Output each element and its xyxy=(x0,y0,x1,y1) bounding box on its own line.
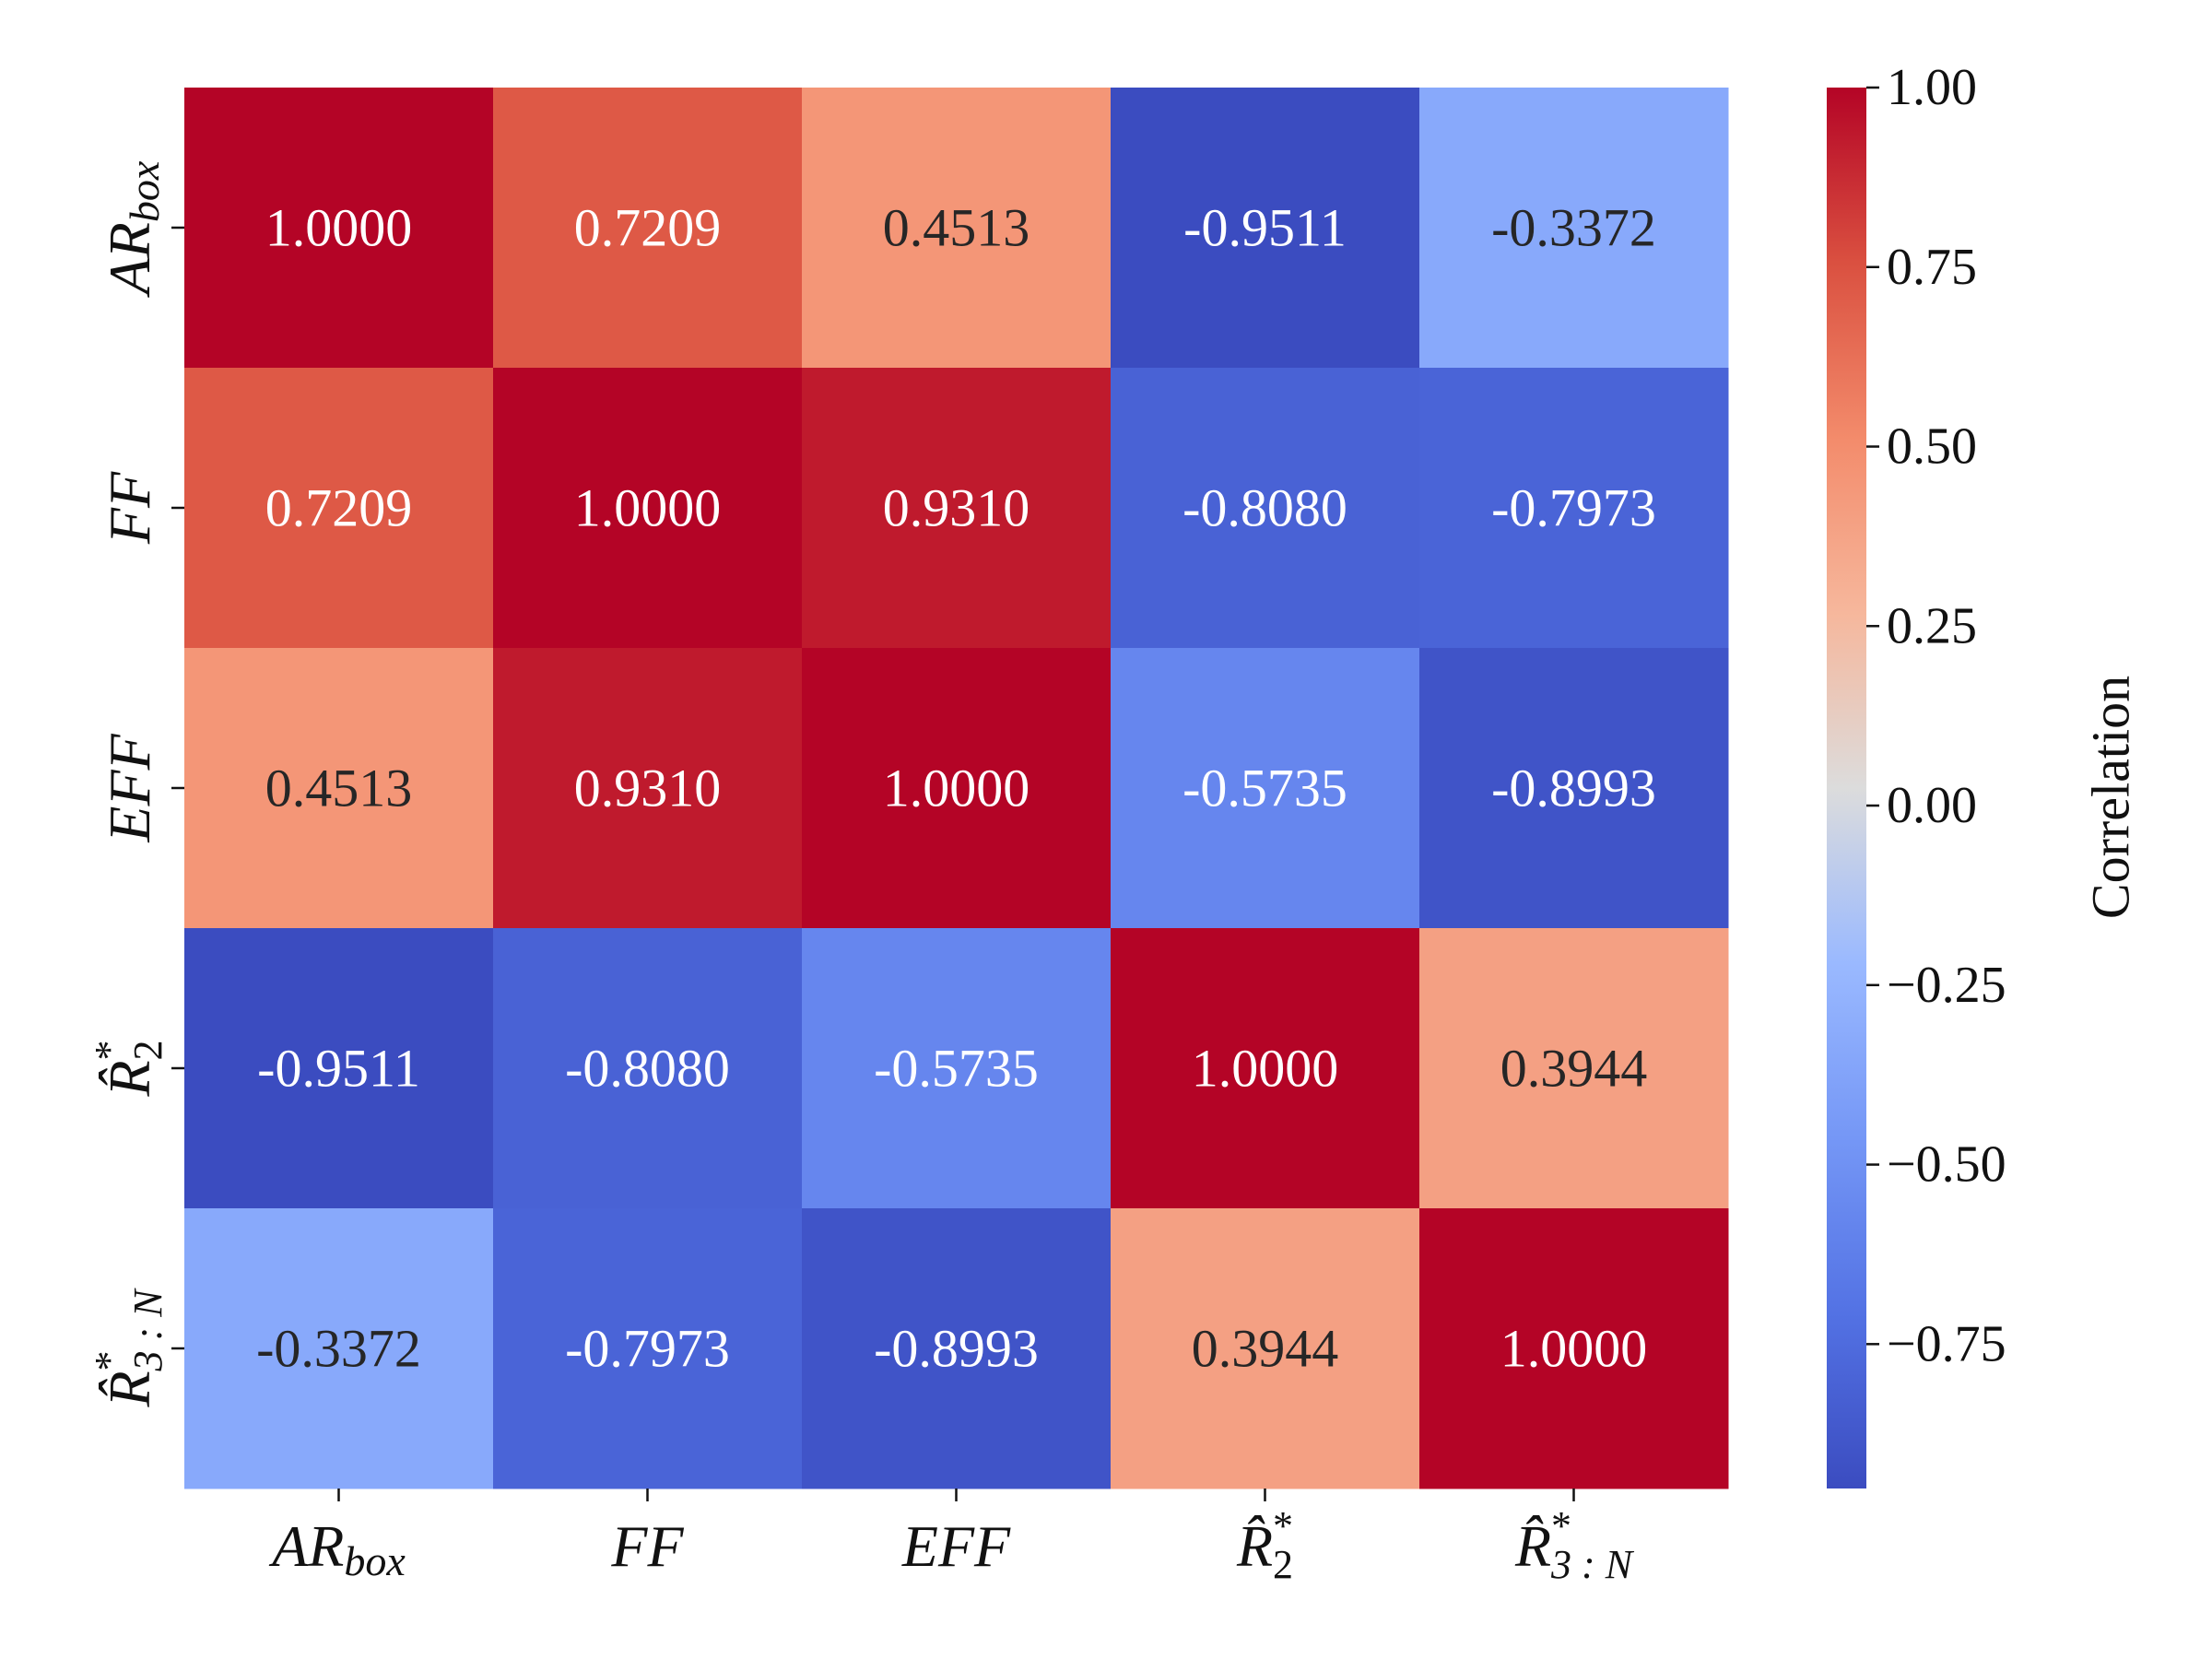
heatmap-cell-4-3 xyxy=(1111,1208,1420,1489)
cell-value-1-2: 0.9310 xyxy=(883,478,1030,538)
colorbar-label: Correlation xyxy=(2081,676,2141,919)
cell-value-0-0: 1.0000 xyxy=(265,198,413,258)
cell-value-2-0: 0.4513 xyxy=(265,759,413,818)
cell-value-4-1: -0.7973 xyxy=(565,1319,730,1379)
heatmap-cell-3-1 xyxy=(493,928,803,1209)
heatmap-cell-2-2 xyxy=(802,648,1112,929)
cell-value-3-2: -0.5735 xyxy=(874,1039,1039,1099)
heatmap-cell-2-0 xyxy=(184,648,494,929)
heatmap-cell-2-4 xyxy=(1419,648,1729,929)
cell-value-4-3: 0.3944 xyxy=(1192,1319,1339,1379)
cell-value-3-3: 1.0000 xyxy=(1192,1039,1339,1099)
x-tick-label-3: R̂* 2 xyxy=(1236,1503,1293,1587)
cell-value-4-0: -0.3372 xyxy=(256,1319,421,1379)
y-tick-label-3: R̂*2 xyxy=(87,1040,171,1097)
heatmap-cell-4-4 xyxy=(1419,1208,1729,1489)
heatmap-cell-4-2 xyxy=(802,1208,1112,1489)
cell-value-1-0: 0.7209 xyxy=(265,478,413,538)
colorbar-tick-label-0: 1.00 xyxy=(1887,59,1977,116)
colorbar-tick-label-4: 0.00 xyxy=(1887,777,1977,834)
heatmap-cell-3-4 xyxy=(1419,928,1729,1209)
heatmap-cell-0-1 xyxy=(493,88,803,369)
heatmap-cell-1-3 xyxy=(1111,368,1420,649)
heatmap-cell-1-4 xyxy=(1419,368,1729,649)
colorbar-tick-label-5: −0.25 xyxy=(1887,957,2006,1014)
cell-value-0-1: 0.7209 xyxy=(574,198,722,258)
y-tick-label-4: R̂*3 : N xyxy=(87,1288,171,1408)
cell-value-1-1: 1.0000 xyxy=(574,478,722,538)
heatmap-cell-0-2 xyxy=(802,88,1112,369)
cell-value-1-3: -0.8080 xyxy=(1182,478,1347,538)
heatmap-cell-4-0 xyxy=(184,1208,494,1489)
colorbar-tick-label-2: 0.50 xyxy=(1887,418,1977,476)
cell-value-2-4: -0.8993 xyxy=(1491,759,1656,818)
cell-value-0-2: 0.4513 xyxy=(883,198,1030,258)
cell-value-3-4: 0.3944 xyxy=(1500,1039,1648,1099)
cell-value-4-4: 1.0000 xyxy=(1500,1319,1648,1379)
cell-value-0-4: -0.3372 xyxy=(1491,198,1656,258)
cell-value-4-2: -0.8993 xyxy=(874,1319,1039,1379)
heatmap-cell-2-3 xyxy=(1111,648,1420,929)
heatmap-cell-0-4 xyxy=(1419,88,1729,369)
x-tick-label-4: R̂* 3 : N xyxy=(1514,1503,1635,1587)
cell-value-2-2: 1.0000 xyxy=(883,759,1030,818)
heatmap-cell-3-2 xyxy=(802,928,1112,1209)
y-tick-label-0: ARbox xyxy=(97,160,168,298)
cell-value-3-0: -0.9511 xyxy=(257,1039,420,1099)
heatmap-cell-0-0 xyxy=(184,88,494,369)
heatmap-cell-3-3 xyxy=(1111,928,1420,1209)
cell-value-3-1: -0.8080 xyxy=(565,1039,730,1099)
heatmap-cell-1-0 xyxy=(184,368,494,649)
heatmap-cell-3-0 xyxy=(184,928,494,1209)
x-tick-label-2: EFF xyxy=(901,1513,1011,1579)
x-tick-label-1: FF xyxy=(610,1513,684,1579)
colorbar-tick-label-1: 0.75 xyxy=(1887,239,1977,296)
y-tick-label-2: EFF xyxy=(97,733,162,842)
cell-value-1-4: -0.7973 xyxy=(1491,478,1656,538)
heatmap-cell-1-1 xyxy=(493,368,803,649)
heatmap-cell-0-3 xyxy=(1111,88,1420,369)
x-tick-label-0: ARbox xyxy=(268,1513,406,1584)
heatmap-cell-4-1 xyxy=(493,1208,803,1489)
y-tick-label-1: FF xyxy=(97,471,162,545)
heatmap-cell-1-2 xyxy=(802,368,1112,649)
colorbar-tick-label-6: −0.50 xyxy=(1887,1136,2006,1194)
cell-value-2-3: -0.5735 xyxy=(1182,759,1347,818)
heatmap-cell-2-1 xyxy=(493,648,803,929)
colorbar-tick-label-3: 0.25 xyxy=(1887,597,1977,654)
colorbar-tick-label-7: −0.75 xyxy=(1887,1315,2006,1372)
cell-value-2-1: 0.9310 xyxy=(574,759,722,818)
cell-value-0-3: -0.9511 xyxy=(1183,198,1347,258)
colorbar xyxy=(1827,88,1866,1488)
